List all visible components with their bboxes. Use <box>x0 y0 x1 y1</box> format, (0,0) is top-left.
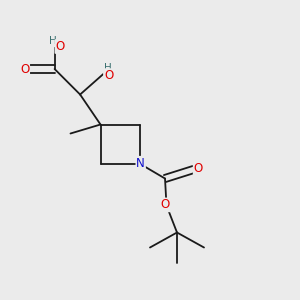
Text: O: O <box>160 198 169 212</box>
Text: O: O <box>56 40 64 53</box>
Text: O: O <box>194 162 203 176</box>
Text: H: H <box>49 36 57 46</box>
Text: N: N <box>136 157 145 170</box>
Text: O: O <box>104 69 113 82</box>
Text: O: O <box>20 62 29 76</box>
Text: H: H <box>104 63 112 74</box>
